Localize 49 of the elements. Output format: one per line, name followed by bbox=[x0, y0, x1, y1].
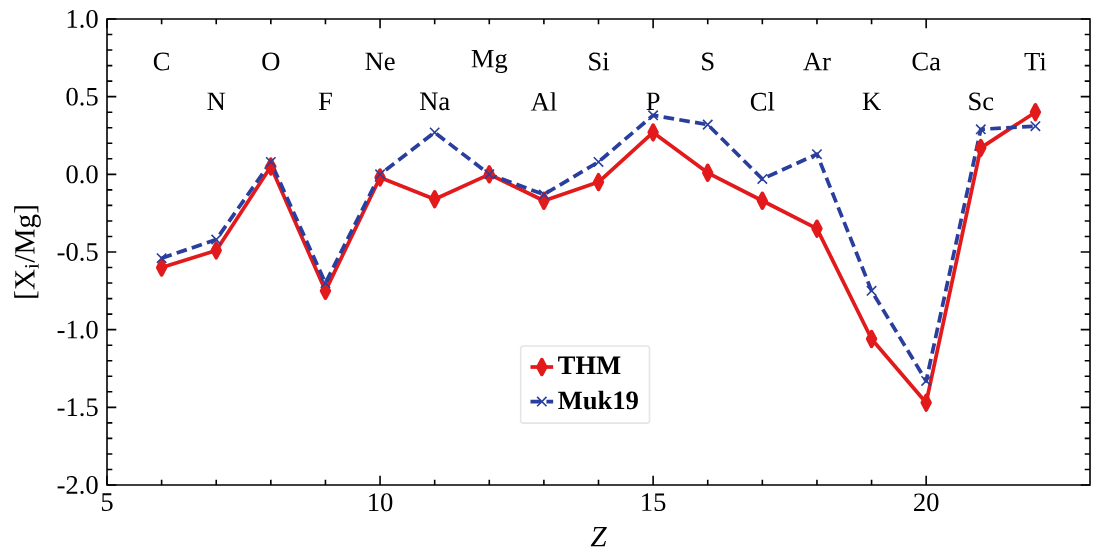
point bbox=[319, 277, 331, 289]
point bbox=[756, 173, 768, 185]
y-tick-label: -1.5 bbox=[57, 398, 98, 417]
point bbox=[374, 168, 386, 180]
point bbox=[920, 375, 932, 387]
annotation: Na bbox=[419, 92, 450, 111]
x-axis-title: Z bbox=[590, 527, 607, 547]
annotation: F bbox=[318, 92, 332, 111]
point bbox=[811, 148, 823, 160]
annotation: P bbox=[646, 92, 660, 111]
annotation: S bbox=[702, 52, 714, 71]
annotation: Sc bbox=[969, 92, 994, 111]
y-tick-label: 0.5 bbox=[66, 87, 98, 106]
annotation: Si bbox=[589, 52, 610, 71]
y-tick-label: -0.5 bbox=[57, 242, 98, 262]
point bbox=[1029, 120, 1041, 132]
y-tick-label: 0.0 bbox=[66, 165, 98, 184]
y-tick-label: 1.0 bbox=[67, 9, 98, 29]
x-tick-label: 20 bbox=[914, 493, 939, 512]
annotation: Ca bbox=[912, 52, 941, 71]
annotation: Cl bbox=[750, 92, 775, 111]
annotation: C bbox=[153, 52, 169, 71]
point bbox=[647, 109, 659, 121]
x-tick-label: 5 bbox=[101, 493, 113, 511]
point bbox=[210, 234, 222, 246]
point bbox=[593, 156, 604, 168]
point bbox=[975, 123, 987, 135]
point bbox=[429, 126, 441, 138]
annotation: Ti bbox=[1024, 52, 1047, 71]
point bbox=[866, 285, 878, 297]
annotation: N bbox=[207, 92, 226, 111]
point bbox=[265, 156, 277, 168]
legend-label: THM bbox=[558, 356, 621, 375]
annotation: Ar bbox=[803, 52, 831, 71]
y-tick-label: -1.0 bbox=[57, 320, 98, 339]
point bbox=[538, 189, 550, 201]
annotation: Al bbox=[530, 92, 557, 111]
annotation: O bbox=[262, 52, 280, 71]
legend-label: Muk19 bbox=[558, 390, 638, 410]
annotation: Ne bbox=[365, 52, 395, 71]
x-tick-label: 15 bbox=[642, 493, 666, 512]
annotation: Mg bbox=[471, 49, 508, 74]
y-axis-title: [X$_{i}$/Mg] bbox=[14, 206, 41, 298]
point bbox=[156, 252, 168, 264]
x-tick-label: 10 bbox=[369, 493, 393, 512]
y-tick-label: -2.0 bbox=[57, 475, 98, 495]
point bbox=[483, 168, 495, 180]
point bbox=[702, 119, 714, 131]
annotation: K bbox=[862, 92, 881, 111]
